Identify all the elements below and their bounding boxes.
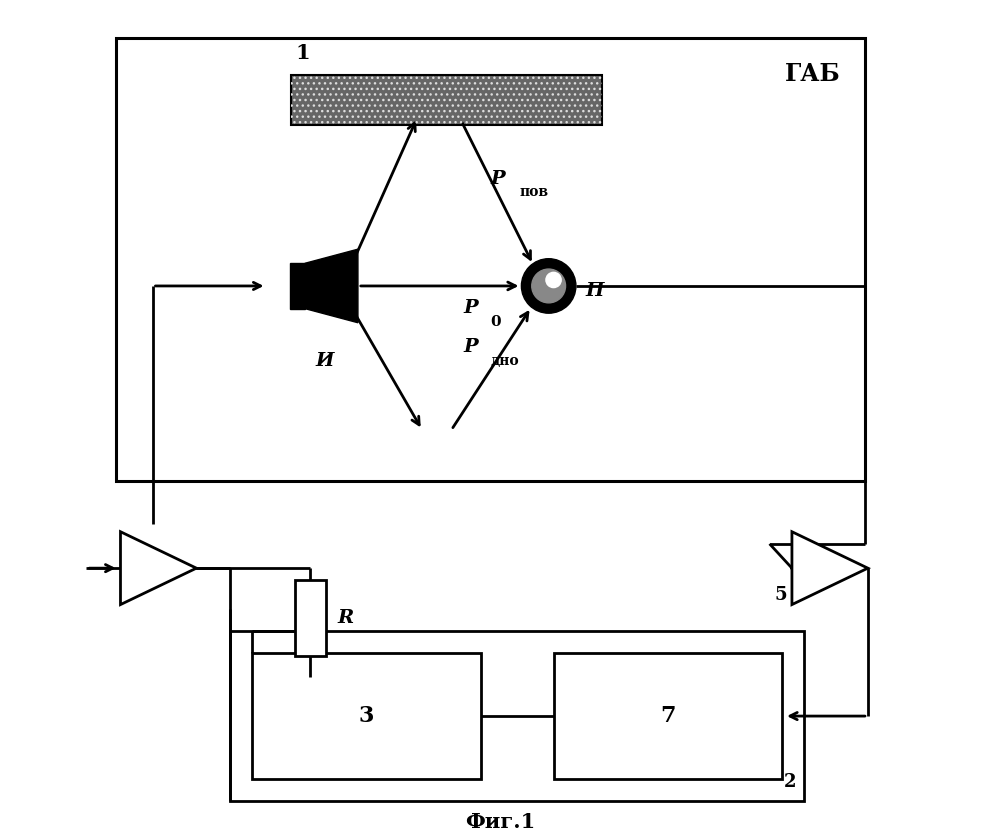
Circle shape: [532, 269, 566, 303]
Bar: [230, 631, 804, 801]
Text: ГАБ: ГАБ: [785, 62, 841, 86]
Text: 5: 5: [774, 586, 787, 604]
Text: 0: 0: [490, 315, 501, 329]
Polygon shape: [305, 249, 358, 323]
Bar: [291, 74, 602, 125]
Text: Р: Р: [463, 339, 478, 356]
Text: 2: 2: [783, 773, 796, 791]
Bar: [554, 653, 782, 779]
Polygon shape: [290, 263, 305, 308]
Circle shape: [521, 258, 576, 314]
Text: И: И: [316, 352, 334, 370]
Text: Р: Р: [463, 299, 478, 318]
Polygon shape: [792, 532, 868, 604]
Polygon shape: [120, 532, 196, 604]
Bar: [291, 74, 602, 125]
Text: П: П: [586, 282, 604, 300]
Text: R: R: [337, 609, 354, 627]
Text: Р: Р: [490, 170, 505, 188]
Text: 7: 7: [660, 705, 676, 727]
Text: 3: 3: [359, 705, 374, 727]
Bar: [295, 580, 326, 655]
Text: 4: 4: [149, 559, 163, 577]
Bar: [116, 38, 865, 481]
Text: дно: дно: [490, 354, 519, 368]
Circle shape: [546, 273, 561, 288]
Text: 6: 6: [821, 559, 834, 577]
Bar: [252, 653, 481, 779]
Text: 1: 1: [296, 43, 310, 63]
Text: Фиг.1: Фиг.1: [465, 813, 535, 833]
Text: пов: пов: [519, 185, 548, 199]
